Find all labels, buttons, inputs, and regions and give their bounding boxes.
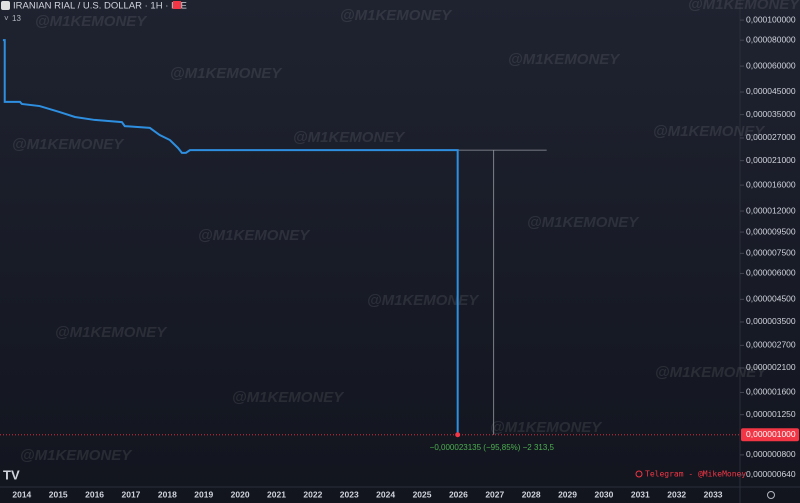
x-tick-label: 2019 bbox=[194, 489, 213, 499]
x-tick-label: 2023 bbox=[340, 489, 359, 499]
x-tick-label: 2020 bbox=[231, 489, 250, 499]
y-tick-label: 0,000060000 bbox=[746, 60, 796, 70]
logo: TV bbox=[3, 467, 20, 482]
y-tick-label: 0,000045000 bbox=[746, 86, 796, 96]
credit: Telegram - @MikeMoney bbox=[645, 470, 746, 479]
y-tick-label: 0,000001600 bbox=[746, 387, 796, 397]
y-tick-label: 0,000100000 bbox=[746, 14, 796, 24]
chart-title: IRANIAN RIAL / U.S. DOLLAR · 1H · ICE bbox=[13, 1, 187, 12]
x-tick-label: 2026 bbox=[449, 489, 468, 499]
x-tick-label: 2027 bbox=[485, 489, 504, 499]
y-tick-label: 0,000006000 bbox=[746, 268, 796, 278]
y-tick-label: 0,000016000 bbox=[746, 179, 796, 189]
symbol-icon bbox=[1, 1, 10, 10]
x-tick-label: 2031 bbox=[631, 489, 650, 499]
indicator-count: 13 bbox=[12, 14, 21, 23]
x-tick-label: 2030 bbox=[594, 489, 613, 499]
y-tick-label: 0,000000800 bbox=[746, 449, 796, 459]
price-tag bbox=[741, 428, 799, 442]
x-tick-label: 2017 bbox=[122, 489, 141, 499]
x-tick-label: 2025 bbox=[413, 489, 432, 499]
y-tick-label: 0,000009500 bbox=[746, 226, 796, 236]
y-tick-label: 0,000027000 bbox=[746, 132, 796, 142]
watermark: @M1KEMONEY bbox=[35, 13, 148, 30]
y-tick-label: 0,000004500 bbox=[746, 294, 796, 304]
watermark: @M1KEMONEY bbox=[20, 447, 133, 464]
y-tick-label: 0,000002700 bbox=[746, 340, 796, 350]
x-tick-label: 2028 bbox=[522, 489, 541, 499]
collapse-icon: ˅ bbox=[4, 14, 9, 23]
y-tick-label: 0,000001000 bbox=[746, 429, 796, 439]
measure-label: −0,000023135 (−95,85%) −2 313,5 bbox=[430, 443, 555, 452]
y-tick-label: 0,000002100 bbox=[746, 362, 796, 372]
watermark: @M1KEMONEY bbox=[340, 7, 453, 24]
y-tick-label: 0,000000640 bbox=[746, 469, 796, 479]
x-tick-label: 2022 bbox=[303, 489, 322, 499]
flag bbox=[173, 1, 181, 9]
price-line-series bbox=[2, 39, 459, 435]
x-tick-label: 2014 bbox=[12, 489, 31, 499]
x-tick-label: 2032 bbox=[667, 489, 686, 499]
x-tick-label: 2021 bbox=[267, 489, 286, 499]
y-tick-label: 0,000021000 bbox=[746, 155, 796, 165]
y-tick-label: 0,000007500 bbox=[746, 248, 796, 258]
y-tick-label: 0,000012000 bbox=[746, 205, 796, 215]
last-point bbox=[455, 432, 461, 438]
x-tick-label: 2016 bbox=[85, 489, 104, 499]
watermarks: @M1KEMONEY @M1KEMONEY @M1KEMONEY @M1KEMONEY… bbox=[12, 0, 800, 464]
x-tick-label: 2033 bbox=[704, 489, 723, 499]
watermark: @M1KEMONEY bbox=[198, 227, 311, 244]
watermark: @M1KEMONEY bbox=[170, 65, 283, 82]
watermark: @M1KEMONEY bbox=[508, 51, 621, 68]
y-tick-label: 0,000035000 bbox=[746, 109, 796, 119]
x-tick-label: 2024 bbox=[376, 489, 395, 499]
settings-icon[interactable] bbox=[767, 491, 775, 499]
watermark: @M1KEMONEY bbox=[527, 214, 640, 231]
watermark: @M1KEMONEY bbox=[293, 129, 406, 146]
watermark: @M1KEMONEY bbox=[655, 364, 768, 381]
watermark: @M1KEMONEY bbox=[55, 324, 168, 341]
y-tick-label: 0,000080000 bbox=[746, 34, 796, 44]
watermark: @M1KEMONEY bbox=[688, 0, 800, 13]
x-tick-label: 2029 bbox=[558, 489, 577, 499]
watermark: @M1KEMONEY bbox=[367, 292, 480, 309]
telegram-icon bbox=[635, 470, 643, 478]
watermark: @M1KEMONEY bbox=[12, 136, 125, 153]
x-tick-label: 2015 bbox=[49, 489, 68, 499]
watermark: @M1KEMONEY bbox=[653, 123, 766, 140]
y-tick-label: 0,000001250 bbox=[746, 409, 796, 419]
x-tick-label: 2018 bbox=[158, 489, 177, 499]
watermark: @M1KEMONEY bbox=[490, 419, 603, 436]
watermark: @M1KEMONEY bbox=[232, 389, 345, 406]
y-tick-label: 0,000003500 bbox=[746, 316, 796, 326]
